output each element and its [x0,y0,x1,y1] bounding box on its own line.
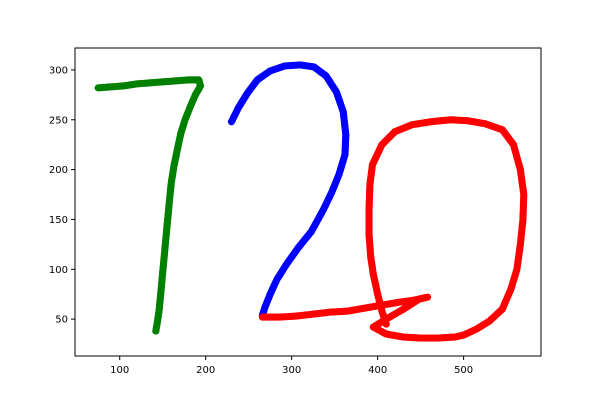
series-1 [227,61,350,319]
y-axis: 50 100 150 200 250 300 [49,65,75,326]
x-tick-label: 200 [196,365,215,376]
plot-area [94,61,528,342]
x-tick-label: 100 [110,365,129,376]
y-tick-label: 100 [49,265,68,276]
x-tick-label: 300 [282,365,301,376]
series-0 [94,76,205,335]
series-0-point [152,327,160,335]
plot-frame [74,47,542,357]
y-tick-label: 250 [49,115,68,126]
y-tick-label: 300 [49,65,68,76]
x-tick-label: 500 [454,365,473,376]
series-2 [258,116,528,342]
y-tick-label: 200 [49,165,68,176]
y-tick-label: 150 [49,215,68,226]
x-tick-label: 400 [368,365,387,376]
series-2-point [382,320,390,328]
x-axis: 100 200 300 400 500 [110,356,473,376]
y-tick-label: 50 [55,315,68,326]
